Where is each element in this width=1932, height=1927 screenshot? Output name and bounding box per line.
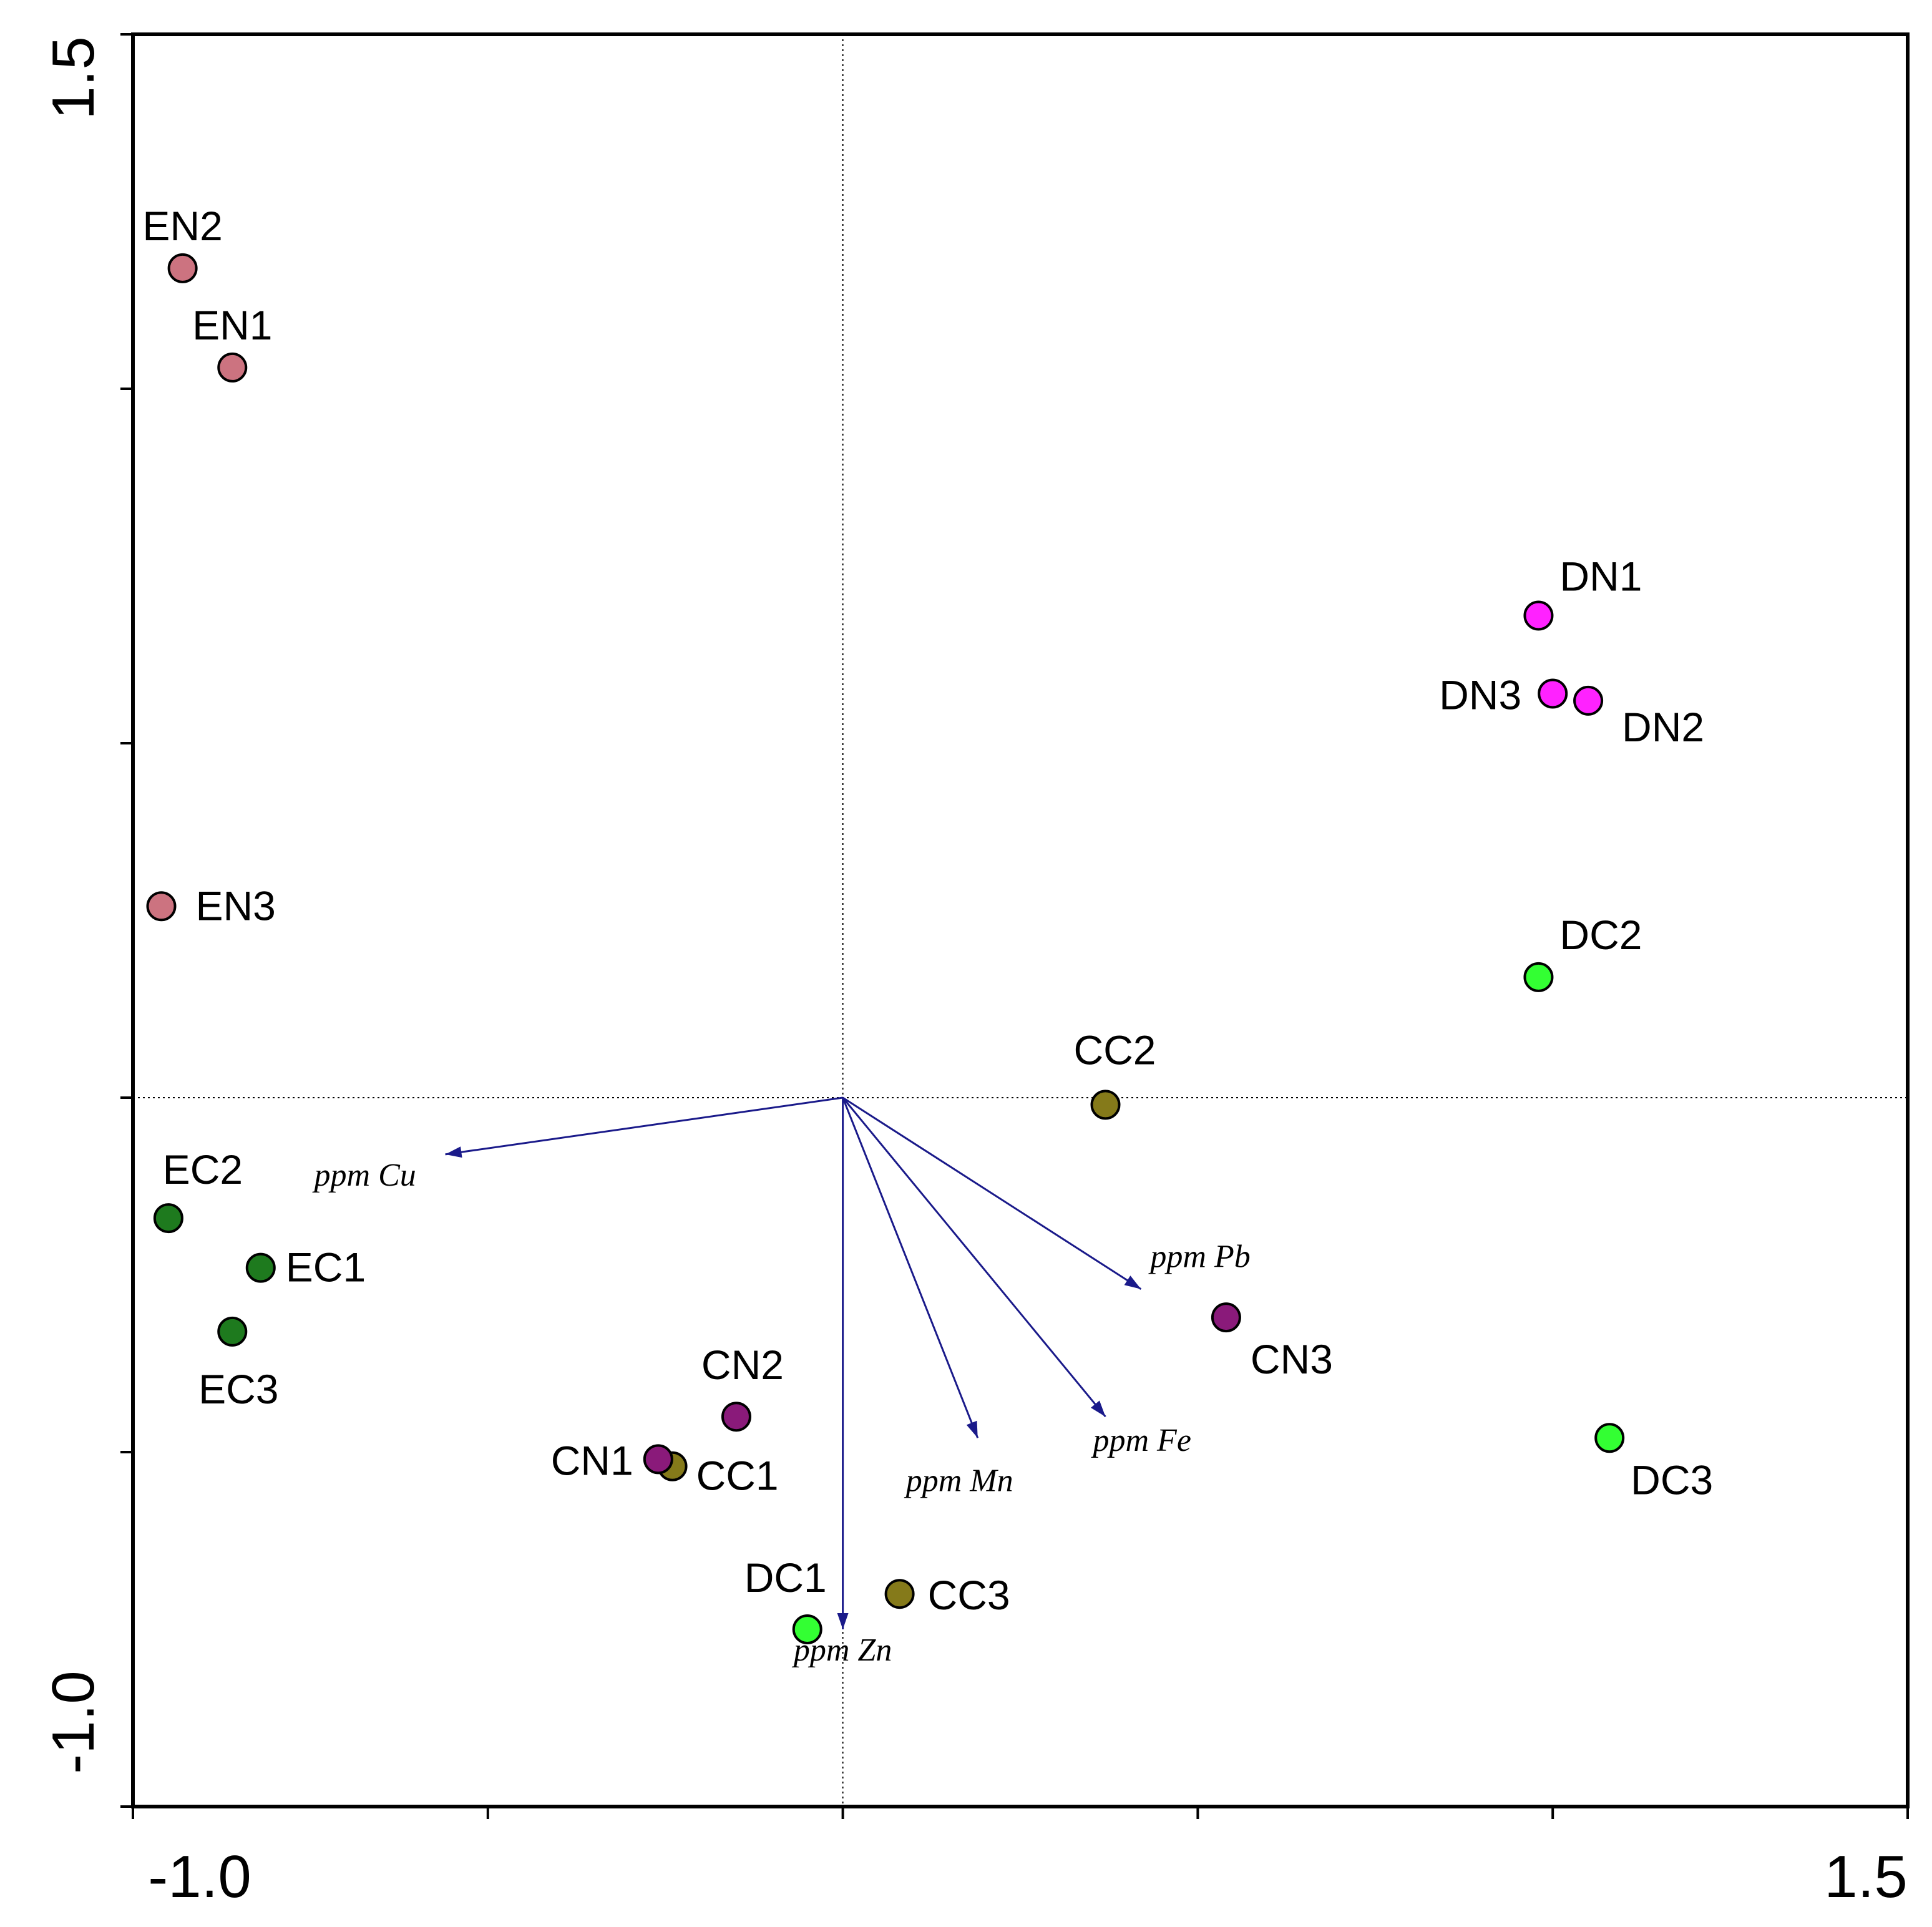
x-tick-label-max: 1.5	[1824, 1843, 1907, 1910]
vector-line	[842, 1097, 1106, 1418]
point-label: DC3	[1631, 1456, 1713, 1503]
point-marker	[146, 891, 177, 922]
point-label: EN3	[196, 882, 276, 929]
point-marker	[1523, 600, 1554, 631]
vector-arrowhead	[445, 1146, 462, 1158]
point-marker	[1090, 1090, 1121, 1120]
point-label: CN1	[551, 1437, 633, 1483]
point-label: CN3	[1251, 1336, 1333, 1382]
x-tick-label-min: -1.0	[148, 1843, 251, 1910]
vector-arrowhead	[1124, 1276, 1141, 1289]
point-marker	[167, 253, 198, 283]
vector-label: ppm Mn	[904, 1463, 1013, 1498]
vector-arrowhead	[1091, 1400, 1106, 1417]
point-label: EC3	[198, 1366, 278, 1412]
point-layer: EN2 EN1 EN3 EC2 EC1 EC3 DN1 DN3 DN2 DC2 DC3 DC1 CC2 C…	[142, 203, 1713, 1644]
point-label: EN1	[192, 302, 272, 348]
point-label: EC1	[286, 1244, 366, 1290]
point-marker	[1523, 962, 1554, 992]
point-label: DN1	[1559, 554, 1642, 600]
point-marker	[245, 1252, 276, 1283]
point-label: CC3	[928, 1572, 1010, 1618]
point-marker	[643, 1444, 673, 1475]
point-marker	[217, 1316, 248, 1347]
vector-label: ppm Fe	[1091, 1423, 1191, 1458]
point-marker	[792, 1614, 822, 1644]
axis-ticks	[120, 33, 1909, 1819]
vector-line	[842, 1097, 979, 1438]
point-marker	[1538, 678, 1568, 709]
vector-arrowhead	[966, 1420, 978, 1438]
point-label: EN2	[142, 203, 222, 249]
point-label: DN2	[1622, 704, 1704, 750]
point-label: DC1	[744, 1554, 827, 1601]
point-marker	[1594, 1423, 1625, 1453]
point-marker	[1211, 1302, 1241, 1333]
vector-label: ppm Pb	[1148, 1239, 1250, 1275]
point-label: CC1	[696, 1453, 779, 1499]
point-marker	[1573, 685, 1604, 716]
point-marker	[884, 1579, 915, 1609]
point-marker	[153, 1203, 183, 1234]
point-label: DC2	[1559, 912, 1642, 958]
point-label: CN2	[701, 1342, 784, 1388]
y-tick-label-max: 1.5	[40, 36, 107, 119]
y-tick-label-min: -1.0	[40, 1671, 107, 1773]
vector-line	[445, 1096, 843, 1156]
vector-label: ppm Cu	[312, 1158, 416, 1193]
point-marker	[217, 352, 248, 383]
point-label: DN3	[1439, 671, 1521, 718]
point-marker	[721, 1402, 751, 1432]
plot-frame	[131, 32, 1910, 1808]
point-label: EC2	[163, 1146, 243, 1193]
point-label: CC2	[1073, 1027, 1156, 1073]
vector-arrowhead	[837, 1613, 849, 1629]
vector-line	[842, 1096, 1142, 1290]
